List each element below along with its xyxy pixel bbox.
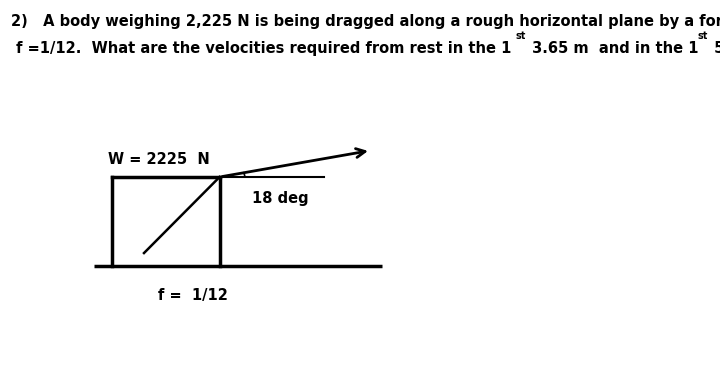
Text: 2)   A body weighing 2,225 N is being dragged along a rough horizontal plane by : 2) A body weighing 2,225 N is being drag…: [11, 14, 720, 29]
Text: W = 2225  N: W = 2225 N: [108, 152, 210, 167]
Text: 3.65 m  and in the 1: 3.65 m and in the 1: [526, 41, 698, 56]
Text: st: st: [516, 31, 526, 41]
Text: 5.5 m.: 5.5 m.: [709, 41, 720, 56]
Text: f =1/12.  What are the velocities required from rest in the 1: f =1/12. What are the velocities require…: [11, 41, 511, 56]
Text: f =  1/12: f = 1/12: [158, 288, 228, 303]
Text: st: st: [698, 31, 708, 41]
Text: 18 deg: 18 deg: [252, 191, 309, 206]
